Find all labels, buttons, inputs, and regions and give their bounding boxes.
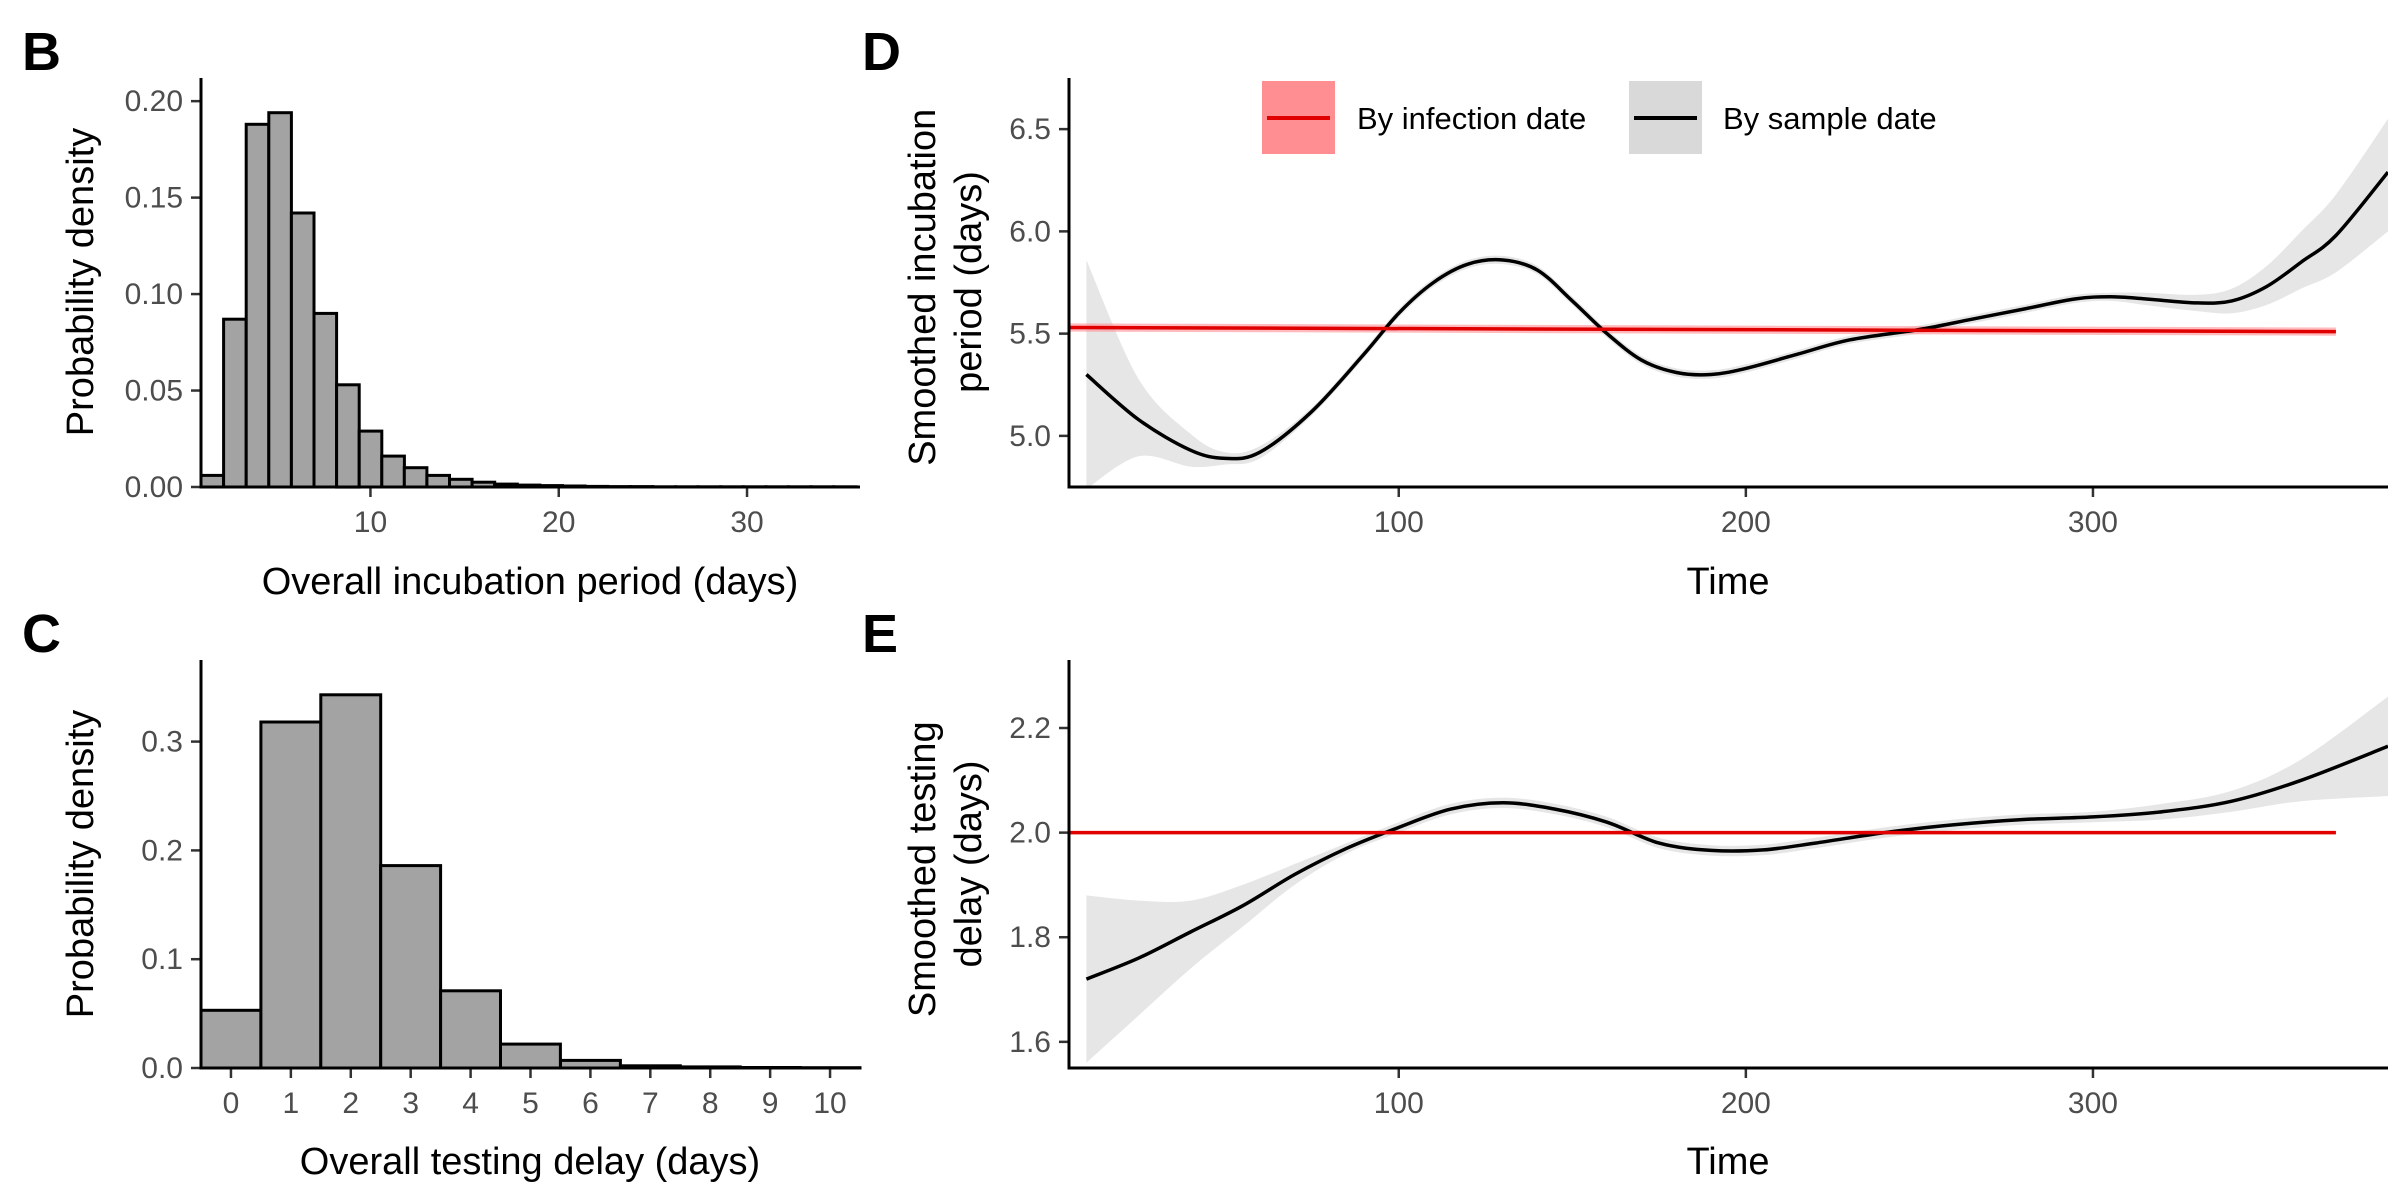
plot-inner — [1069, 118, 2388, 487]
panel-letter-d: D — [862, 22, 901, 82]
x-tick-label: 9 — [762, 1087, 779, 1120]
y-tick-label: 0.10 — [125, 278, 183, 311]
y-tick-label: 5.0 — [1009, 420, 1051, 453]
histogram-bar — [289, 211, 316, 489]
x-tick-label: 7 — [642, 1087, 659, 1120]
panel-b-x-axis-title: Overall incubation period (days) — [262, 561, 799, 603]
histogram-bar — [222, 317, 248, 489]
histogram-bar — [379, 864, 443, 1070]
histogram-bar — [425, 473, 451, 489]
x-tick-label: 6 — [582, 1087, 599, 1120]
line-by-sample-date — [1085, 744, 2388, 981]
legend-label-by-infection-date: By infection date — [1357, 101, 1586, 136]
y-tick-label: 0.2 — [141, 834, 183, 867]
y-tick-label: 6.0 — [1009, 215, 1051, 248]
histogram-bar — [357, 429, 384, 489]
histogram-bar — [267, 111, 293, 489]
histogram-bar — [439, 989, 503, 1070]
ribbon-by-sample-date — [1086, 696, 2388, 1063]
panel-c-bars — [199, 693, 862, 1070]
line-by-sample-date — [1085, 170, 2388, 461]
panel-d-ticks: 5.0 5.5 6.0 6.5 100 200 300 — [1009, 113, 2118, 539]
panel-e-y-axis-title-line-2: delay (days) — [948, 761, 990, 968]
panel-c-testing-delay-histogram: C 0.0 0.1 0.2 0.3 0 1 2 3 4 5 6 7 8 9 10 Overall testi… — [22, 604, 862, 1183]
panel-c-y-axis-title: Probability density — [60, 710, 102, 1018]
panel-b-bars — [199, 111, 858, 489]
histogram-bar — [319, 693, 383, 1070]
x-tick-label: 100 — [1374, 506, 1424, 539]
x-tick-label: 10 — [813, 1087, 846, 1120]
panel-c-x-axis-title: Overall testing delay (days) — [300, 1141, 760, 1183]
x-tick-label: 300 — [2068, 1087, 2118, 1120]
histogram-bar — [259, 720, 323, 1070]
legend-item-by-infection-date: By infection date — [1262, 81, 1586, 154]
plot-inner — [1069, 696, 2388, 1063]
x-tick-label: 0 — [223, 1087, 240, 1120]
panel-letter-b: B — [22, 22, 61, 82]
histogram-bar — [402, 466, 429, 489]
y-tick-label: 2.2 — [1009, 712, 1051, 745]
y-tick-label: 6.5 — [1009, 113, 1051, 146]
y-tick-label: 0.20 — [125, 85, 183, 118]
x-tick-label: 8 — [702, 1087, 719, 1120]
y-tick-label: 0.3 — [141, 726, 183, 759]
panel-b-y-axis-title: Probability density — [60, 128, 102, 436]
panel-e-y-axis-title: Smoothed testing delay (days) — [902, 711, 990, 1017]
panel-e-y-axis-title-line-1: Smoothed testing — [902, 721, 944, 1017]
y-tick-label: 1.6 — [1009, 1026, 1051, 1059]
x-tick-label: 3 — [402, 1087, 419, 1120]
x-tick-label: 300 — [2068, 506, 2118, 539]
histogram-bar — [199, 473, 226, 489]
panel-d-plot-area — [1069, 118, 2388, 487]
panel-e-smoothed-testing-delay: E 1.6 1.8 2.0 2.2 100 200 300 Time Smoothed te… — [862, 604, 2388, 1183]
panel-e-plot-area — [1069, 696, 2388, 1063]
y-tick-label: 5.5 — [1009, 318, 1051, 351]
x-tick-label: 2 — [342, 1087, 359, 1120]
panel-d-y-axis-title-line-2: period (days) — [948, 171, 990, 393]
panel-b-ticks: 0.00 0.05 0.10 0.15 0.20 10 20 30 — [125, 85, 764, 539]
panel-d-legend: By infection date By sample date — [1262, 81, 1937, 154]
x-tick-label: 4 — [462, 1087, 479, 1120]
histogram-bar — [312, 311, 339, 489]
panel-b-incubation-histogram: B 0.00 0.05 0.10 0.15 0.20 10 20 30 Overall inc… — [22, 22, 860, 603]
histogram-bar — [499, 1042, 562, 1070]
y-tick-label: 0.05 — [125, 375, 183, 408]
panel-d-x-axis-title: Time — [1686, 561, 1769, 603]
panel-d-smoothed-incubation: D 5.0 5.5 6.0 6.5 100 200 300 Time Smoothed in… — [862, 22, 2388, 603]
panel-d-y-axis-title-line-1: Smoothed incubation — [902, 109, 944, 466]
panel-c-ticks: 0.0 0.1 0.2 0.3 0 1 2 3 4 5 6 7 8 9 10 — [141, 726, 846, 1120]
x-tick-label: 20 — [542, 506, 575, 539]
panel-e-ticks: 1.6 1.8 2.0 2.2 100 200 300 — [1009, 712, 2118, 1120]
panel-letter-e: E — [862, 604, 898, 664]
panel-d-y-axis-title: Smoothed incubation period (days) — [902, 98, 990, 466]
histogram-bar — [199, 1008, 263, 1070]
x-tick-label: 100 — [1374, 1087, 1424, 1120]
y-tick-label: 0.0 — [141, 1052, 183, 1085]
panel-letter-c: C — [22, 604, 61, 664]
line-by-infection-date — [1069, 325, 2336, 334]
legend-item-by-sample-date: By sample date — [1629, 81, 1937, 154]
legend-label-by-sample-date: By sample date — [1723, 101, 1937, 136]
y-tick-label: 2.0 — [1009, 817, 1051, 850]
histogram-bar — [380, 454, 406, 489]
panel-e-x-axis-title: Time — [1686, 1141, 1769, 1183]
ribbon-by-sample-date — [1086, 118, 2388, 487]
x-tick-label: 1 — [283, 1087, 300, 1120]
y-tick-label: 1.8 — [1009, 921, 1051, 954]
x-tick-label: 5 — [522, 1087, 539, 1120]
histogram-bar — [335, 383, 361, 489]
x-tick-label: 10 — [354, 506, 387, 539]
x-tick-label: 200 — [1721, 506, 1771, 539]
x-tick-label: 30 — [730, 506, 763, 539]
histogram-bar — [244, 122, 271, 489]
x-tick-label: 200 — [1721, 1087, 1771, 1120]
y-tick-label: 0.00 — [125, 471, 183, 504]
y-tick-label: 0.15 — [125, 182, 183, 215]
y-tick-label: 0.1 — [141, 943, 183, 976]
